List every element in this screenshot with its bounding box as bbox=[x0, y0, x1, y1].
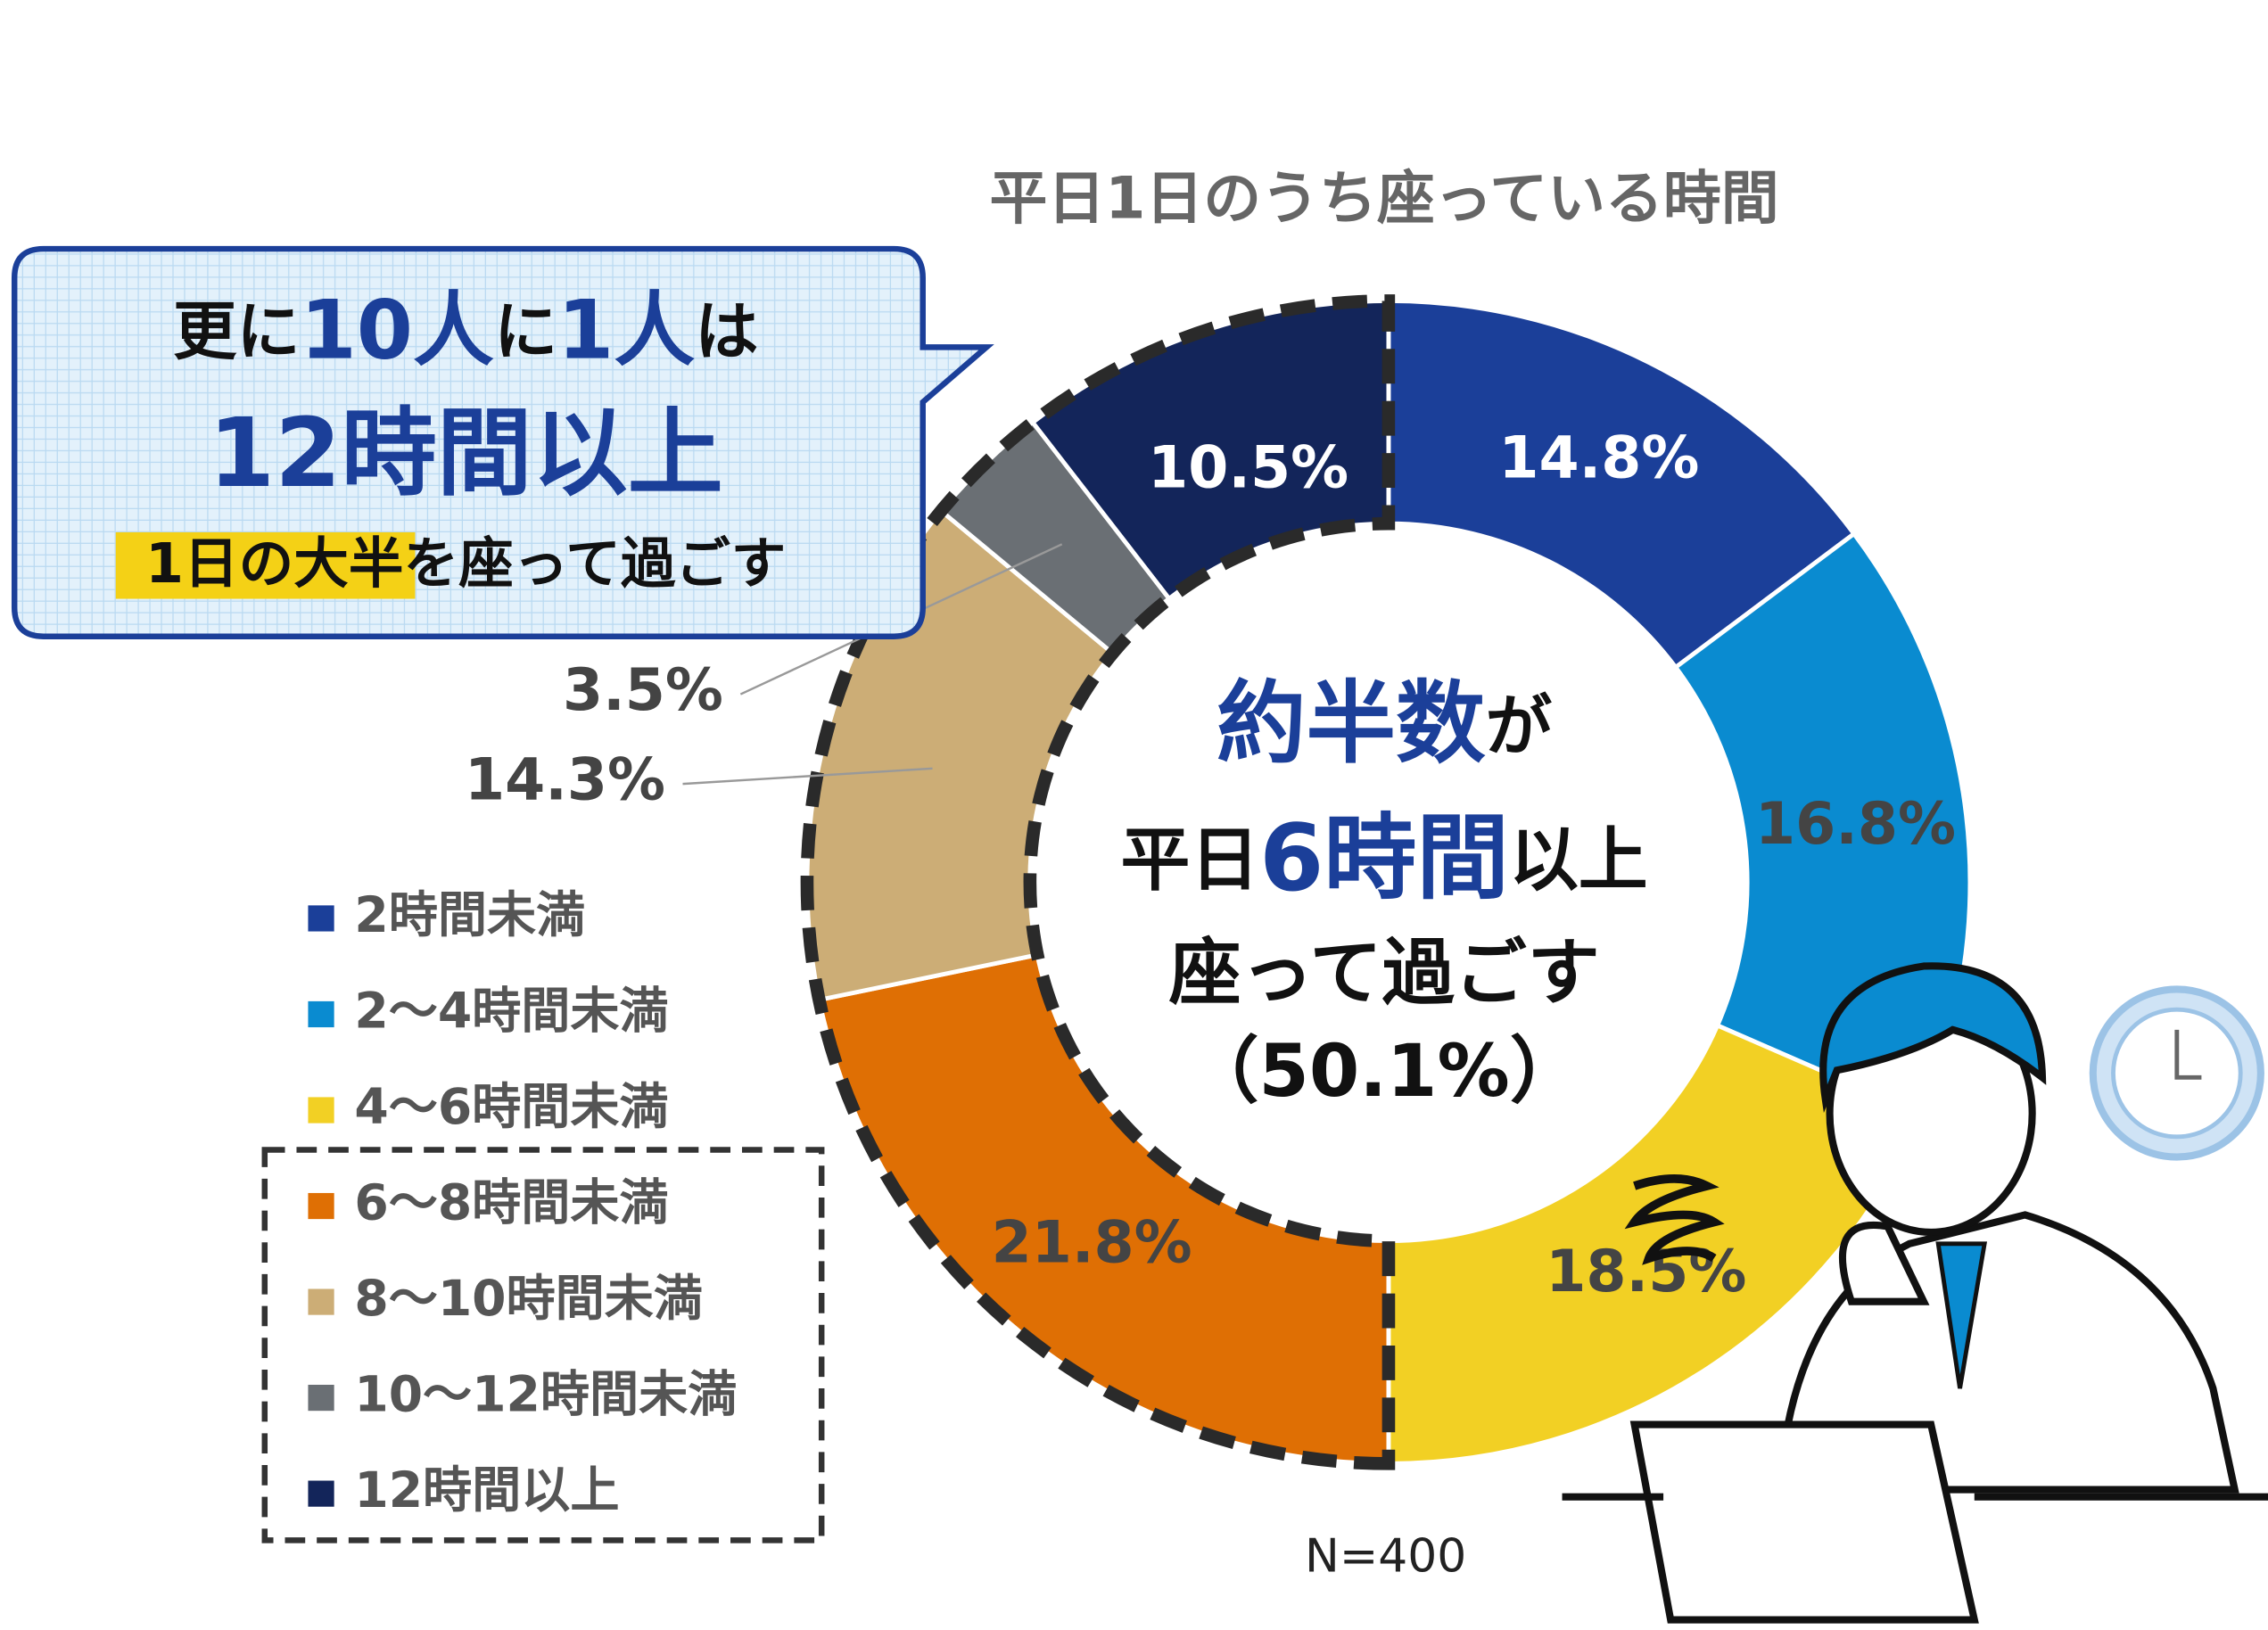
legend-swatch bbox=[308, 1097, 334, 1124]
legend-swatch bbox=[308, 905, 334, 932]
hand bbox=[1838, 1221, 1930, 1305]
value-label: 3.5% bbox=[563, 657, 723, 724]
legend-swatch bbox=[308, 1288, 334, 1315]
illustration bbox=[1562, 962, 2268, 1624]
value-label: 18.5% bbox=[1546, 1239, 1746, 1305]
labels: 14.8% 16.8% 18.5% 21.8% 14.3% 3.5% 10.5% bbox=[465, 425, 1956, 1305]
highlight bbox=[115, 531, 416, 599]
highlight-frame bbox=[800, 294, 1396, 1470]
legend-swatch bbox=[308, 1480, 334, 1507]
value-label: 21.8% bbox=[992, 1210, 1192, 1277]
center-line4: （50.1%） bbox=[1186, 1030, 1581, 1114]
clock-hands bbox=[2174, 1029, 2202, 1080]
callout-line1: 更に10人に1人は bbox=[173, 284, 759, 377]
callout-line2: 12時間以上 bbox=[209, 399, 723, 509]
value-label: 10.5% bbox=[1148, 435, 1348, 502]
legend-label: 2～4時間未満 bbox=[354, 984, 668, 1041]
center-line2: 平日6時間以上 bbox=[1121, 805, 1648, 912]
note: N=400 bbox=[1305, 1529, 1466, 1583]
center-line3: 座って過ごす bbox=[1168, 932, 1599, 1016]
legend-label: 12時間以上 bbox=[354, 1462, 619, 1519]
leader-line bbox=[682, 767, 933, 786]
center-line1: 約半数が bbox=[1216, 671, 1553, 776]
legend-frame bbox=[261, 1147, 825, 1544]
legend-swatch bbox=[308, 1192, 334, 1220]
tie bbox=[1935, 1241, 1988, 1389]
value-label: 14.3% bbox=[465, 747, 665, 814]
legend-label: 8～10時間未満 bbox=[354, 1271, 703, 1328]
donut bbox=[800, 294, 1973, 1470]
legend-label: 2時間未満 bbox=[354, 887, 585, 944]
value-label: 16.8% bbox=[1755, 791, 1956, 858]
laptop bbox=[1629, 1420, 1979, 1624]
hair bbox=[1819, 962, 2047, 1114]
callout-line3: 1日の大半を座って過ごす bbox=[145, 531, 786, 596]
legend-swatch bbox=[308, 1384, 334, 1412]
worry-mark bbox=[1624, 1174, 1725, 1265]
legend-swatch bbox=[308, 1000, 334, 1028]
legend-label: 4～6時間未満 bbox=[354, 1079, 668, 1136]
donut-segment bbox=[1386, 299, 1858, 671]
legend: 2時間未満 2～4時間未満 4～6時間未満 6～8時間未満 8～10時間未満 10～12時… bbox=[308, 887, 737, 1519]
legend-label: 10～12時間未満 bbox=[354, 1367, 737, 1424]
chart-title: 平日1日のうち座っている時間 bbox=[990, 166, 1779, 233]
value-label: 14.8% bbox=[1498, 425, 1699, 492]
legend-label: 6～8時間未満 bbox=[354, 1175, 668, 1232]
